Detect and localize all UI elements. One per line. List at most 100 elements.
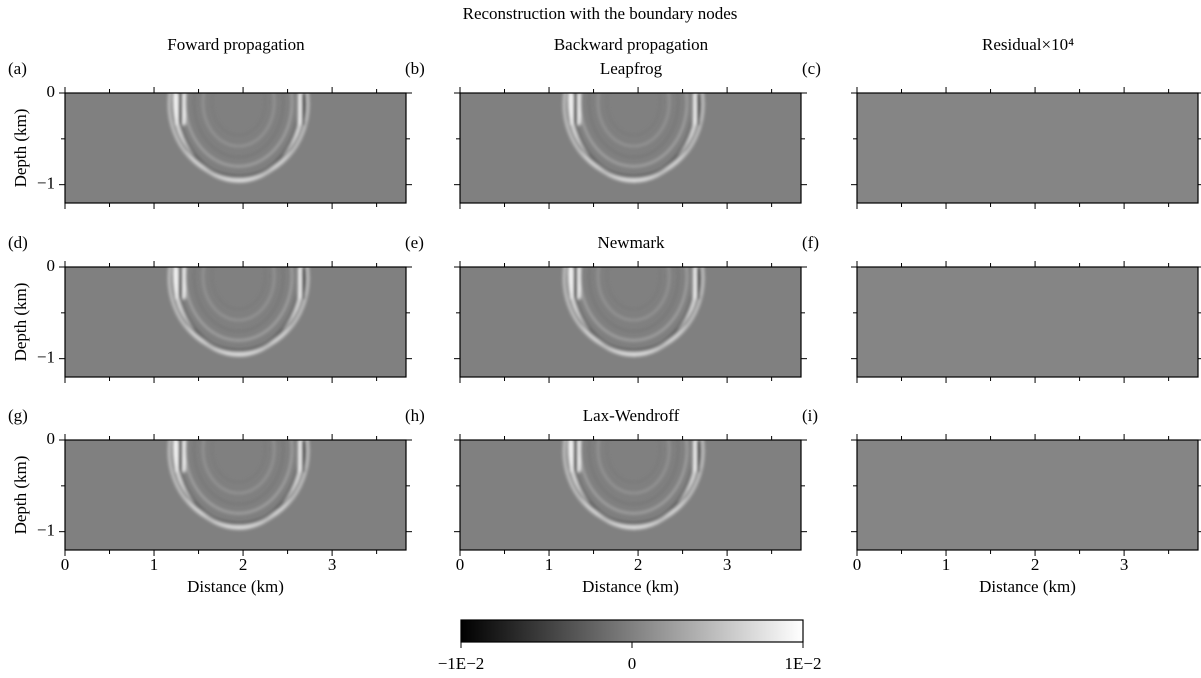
direct-wave [175,267,179,299]
x-tick-label: 0 [61,555,70,574]
image [65,440,406,550]
frame [64,92,407,204]
direct-wave [298,440,302,472]
wavefront [193,93,284,158]
wavefront [167,267,310,355]
x-tick-label: 3 [723,555,732,574]
image [65,267,406,377]
panel: (g) 0 1 2 3 0 −1 Distance (km) Depth (km) [8,406,412,596]
direct-wave [182,93,186,125]
image [65,93,406,203]
frame [856,439,1199,551]
wavefront [193,267,284,332]
panel-label: (d) [8,233,28,252]
image [857,267,1198,377]
frame [856,92,1199,204]
frame [459,266,802,378]
frame [856,266,1199,378]
x-tick-label: 1 [545,555,554,574]
panel-label: (g) [8,406,28,425]
wavefront [588,440,679,505]
direct-wave [693,267,697,299]
x-axis-label: Distance (km) [582,577,679,596]
image [460,267,801,377]
wavefront [562,440,705,528]
x-tick-label: 2 [1031,555,1040,574]
wavefront [202,267,275,321]
x-tick-label: 3 [328,555,337,574]
wavefield [167,267,310,357]
wavefront [202,93,275,147]
panel-label: (a) [8,59,27,78]
direct-wave [570,93,574,125]
direct-wave [175,440,179,472]
wavefront [167,93,310,181]
column-header: Residual×10⁴ [982,35,1074,54]
frame [459,92,802,204]
wavefield [562,440,705,530]
y-tick-label: 0 [47,429,56,448]
column-header: Backward propagation [554,35,709,54]
y-axis-label: Depth (km) [11,109,30,188]
direct-wave [178,440,182,472]
frame [64,439,407,551]
colorbar-tick-label: 1E−2 [785,654,822,673]
direct-wave [573,93,577,125]
wavefront [606,93,661,136]
x-axis-label: Distance (km) [187,577,284,596]
wavefront [606,267,661,310]
method-label: Lax-Wendroff [583,406,680,425]
wavefront [167,440,310,528]
y-axis-label: Depth (km) [11,283,30,362]
panel-label: (c) [802,59,821,78]
colorbar-tick-label: −1E−2 [438,654,485,673]
wavefront [193,440,284,505]
wavefront [597,440,670,494]
direct-wave [175,93,179,125]
direct-wave [696,267,700,299]
wavefront [211,440,266,483]
wavefield [167,93,310,183]
direct-wave [301,93,305,125]
direct-wave [298,267,302,299]
panel: (c) [802,59,1201,209]
method-label: Newmark [597,233,665,252]
direct-wave [573,267,577,299]
wavefront [566,267,702,351]
direct-wave [178,267,182,299]
panel: (f) [802,233,1201,383]
direct-wave [182,440,186,472]
wavefront [566,440,702,524]
x-tick-label: 0 [456,555,465,574]
colorbar-tick-label: 0 [628,654,637,673]
direct-wave [298,93,302,125]
y-tick-label: 0 [47,256,56,275]
direct-wave [577,440,581,472]
x-tick-label: 1 [942,555,951,574]
panel: (e) [405,233,807,383]
direct-wave [693,93,697,125]
wavefront [597,93,670,147]
panel: (h) 0 1 2 3 Distance (km) [405,406,807,596]
x-tick-label: 2 [239,555,248,574]
wavefront [211,267,266,310]
wavefront [566,93,702,177]
x-tick-label: 1 [150,555,159,574]
y-axis-label: Depth (km) [11,456,30,535]
x-tick-label: 2 [634,555,643,574]
wavefront [588,267,679,332]
image [857,93,1198,203]
y-tick-label: −1 [37,348,55,367]
direct-wave [696,93,700,125]
panel-label: (i) [802,406,818,425]
image [460,440,801,550]
panel-label: (b) [405,59,425,78]
frame [459,439,802,551]
x-axis-label: Distance (km) [979,577,1076,596]
figure-title: Reconstruction with the boundary nodes [463,4,738,23]
panel: (b) [405,59,807,209]
wavefield [562,93,705,183]
direct-wave [182,267,186,299]
wavefront [202,440,275,494]
